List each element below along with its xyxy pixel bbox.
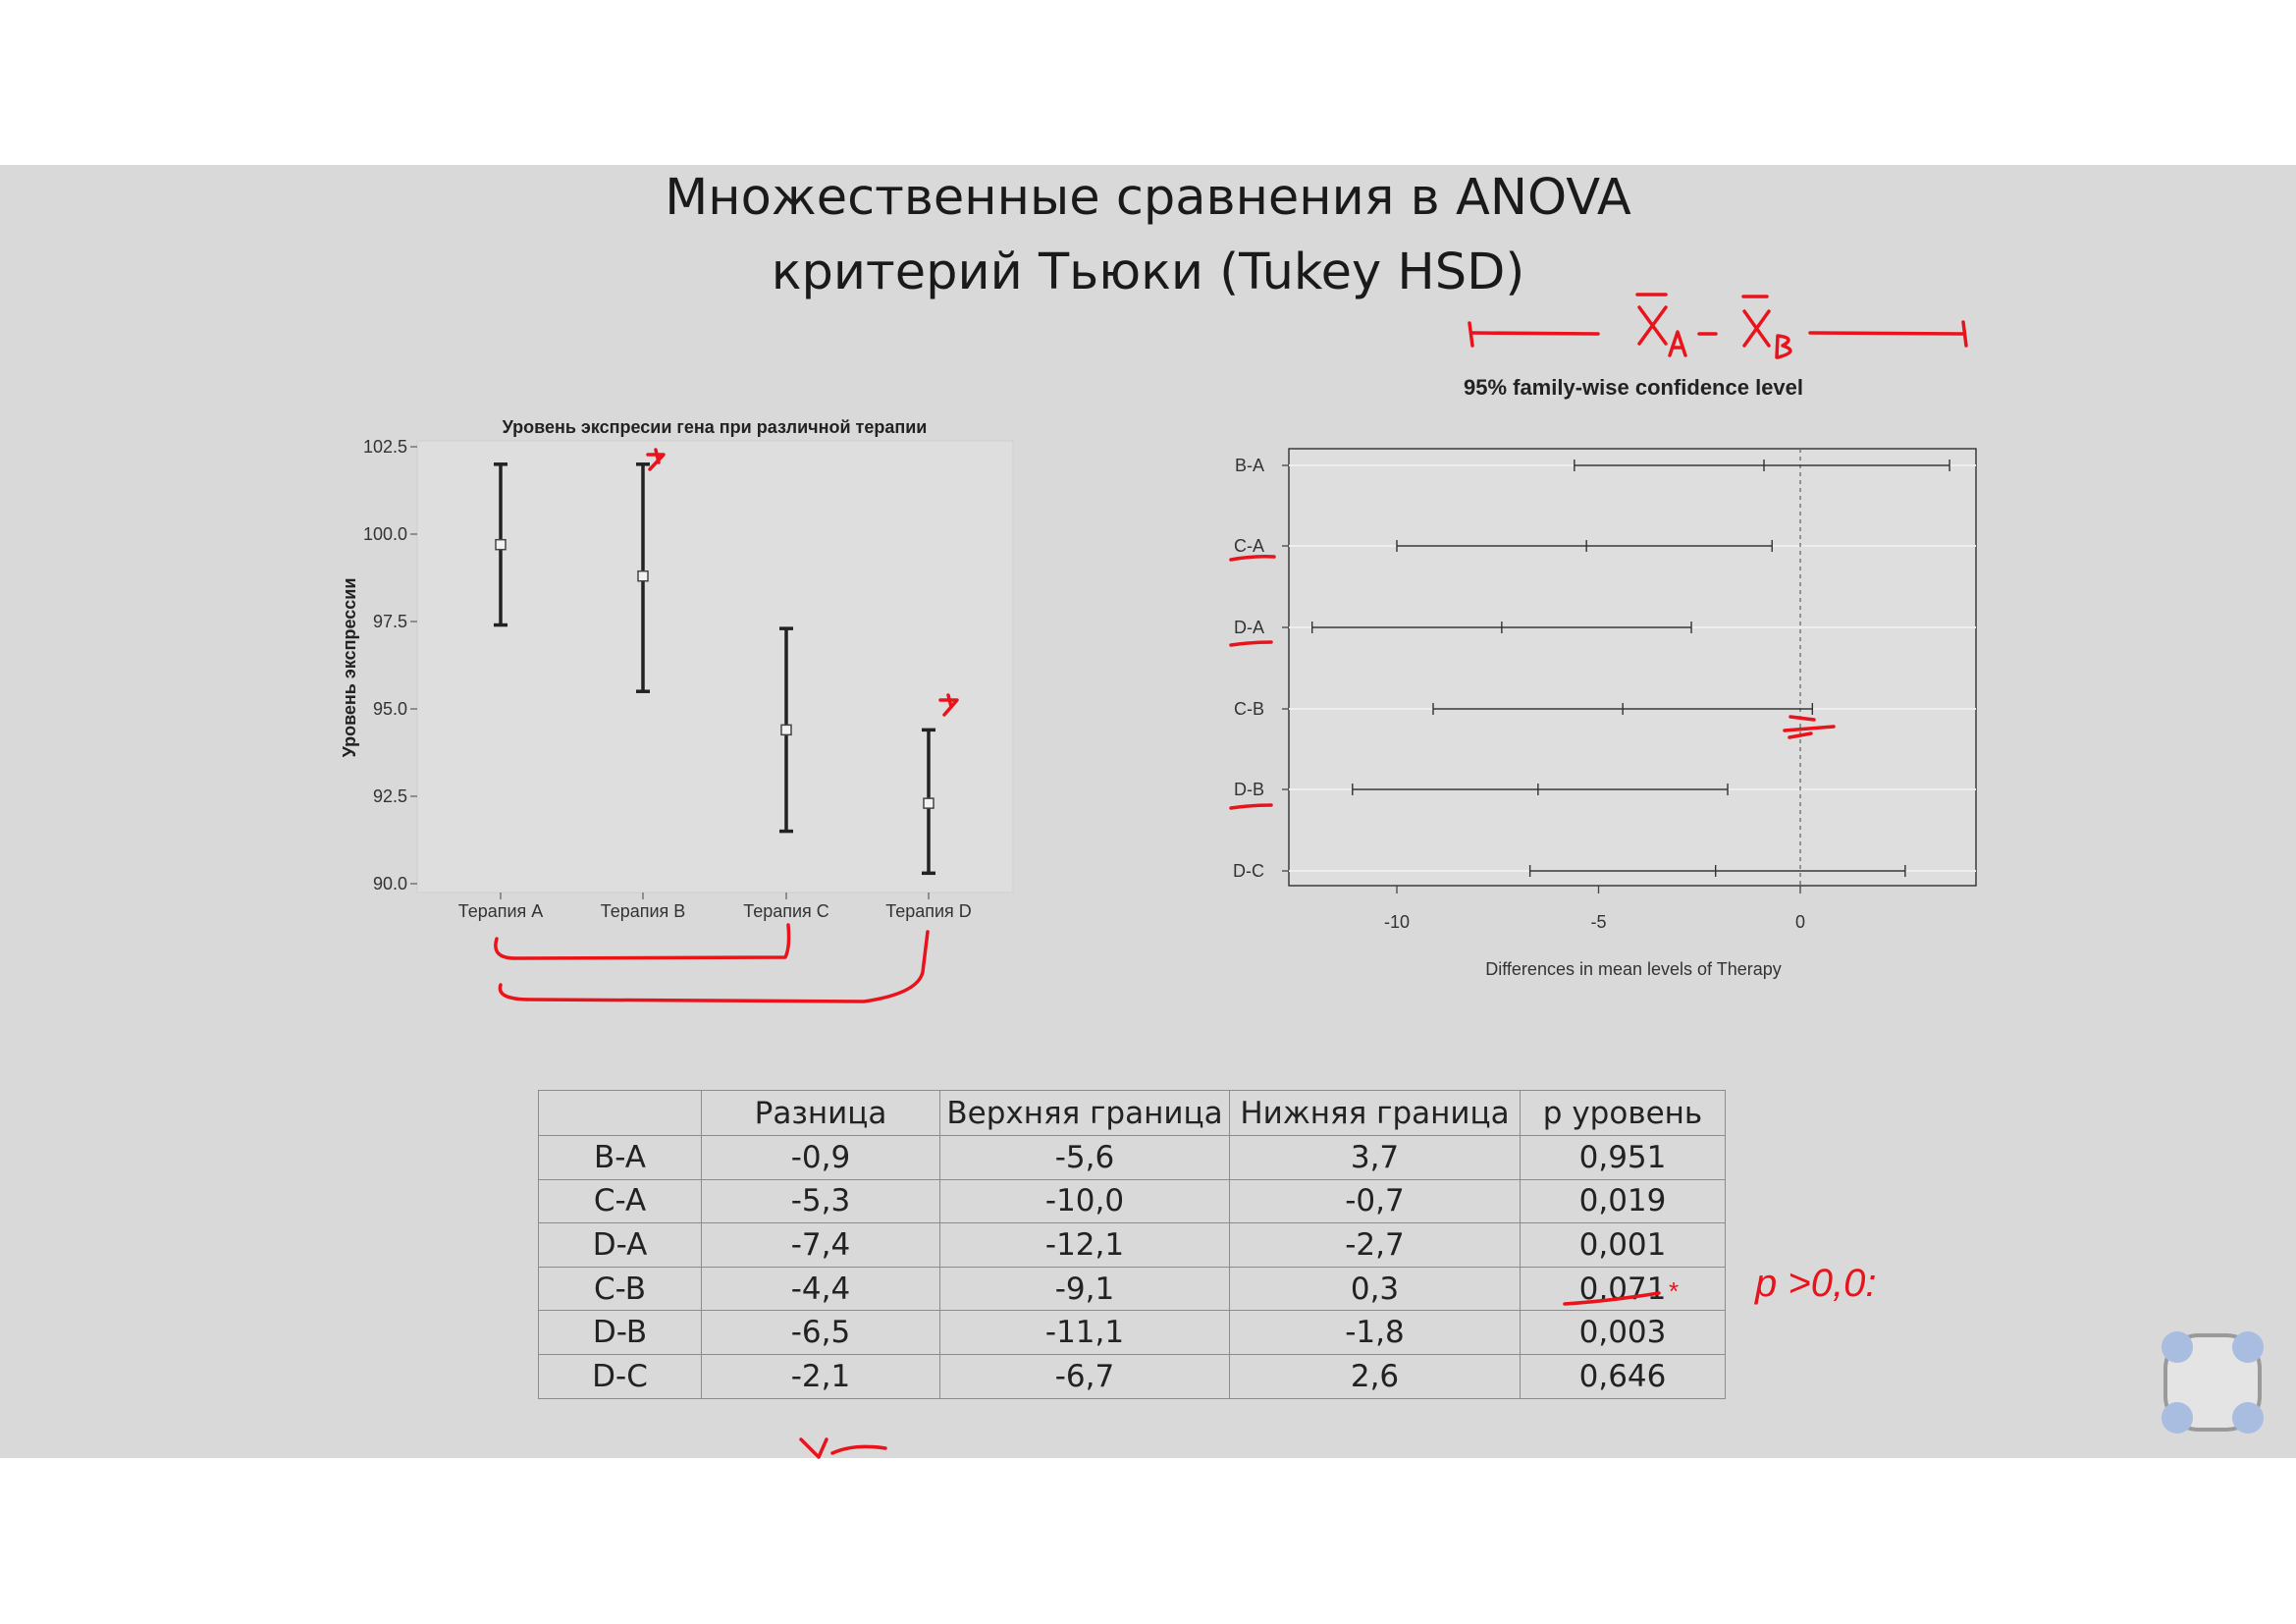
table-row: D-A -7,4 -12,1 -2,7 0,001: [538, 1222, 1726, 1268]
chart2-x-tick-label: -5: [1590, 912, 1606, 932]
chart2-y-tick-label: D-C: [1233, 861, 1264, 881]
chart2-y-tick-label: B-A: [1235, 456, 1264, 475]
chart1-y-tick-label: 102.5: [363, 437, 407, 457]
chart1-mean-point: [780, 724, 792, 736]
table-cell: -10,0: [939, 1178, 1230, 1224]
table-row: D-B -6,5 -11,1 -1,8 0,003: [538, 1310, 1726, 1355]
table-cell: 0,001: [1520, 1222, 1726, 1268]
chart1-mean-point: [923, 797, 934, 809]
table-row: D-C -2,1 -6,7 2,6 0,646: [538, 1353, 1726, 1399]
table-cell: 0,646: [1520, 1353, 1726, 1399]
chart1-y-axis-label: Уровень экспрессии: [340, 578, 359, 758]
chart1-mean-point: [495, 538, 507, 551]
table-row-label: D-A: [538, 1222, 702, 1268]
chart1-y-tick-label: 90.0: [373, 874, 407, 893]
table-row-label: B-A: [538, 1135, 702, 1180]
table-cell: -7,4: [701, 1222, 940, 1268]
table-cell: 0,003: [1520, 1310, 1726, 1355]
table-header-row: Разница Верхняя граница Нижняя граница p ур…: [538, 1090, 1726, 1136]
table-cell: -5,3: [701, 1178, 940, 1224]
chart1-mean-point: [637, 569, 649, 582]
slide-title-line-1: Множественные сравнения в ANOVA: [665, 169, 1631, 227]
table-cell: -6,7: [939, 1353, 1230, 1399]
table-cell: -12,1: [939, 1222, 1230, 1268]
chart2-x-tick-label: -10: [1384, 912, 1410, 932]
slide-title-line-2: критерий Тьюки (Tukey HSD): [771, 244, 1525, 301]
chart2-x-tick-label: 0: [1795, 912, 1805, 932]
table-cell: -0,7: [1229, 1178, 1521, 1224]
chart1-y-tick-label: 97.5: [373, 612, 407, 631]
table-row: B-A -0,9 -5,6 3,7 0,951: [538, 1135, 1726, 1180]
chart2-y-tick-label: C-B: [1234, 699, 1264, 719]
table-cell: -0,9: [701, 1135, 940, 1180]
table-header-cell: Верхняя граница: [939, 1090, 1230, 1136]
table-row: C-A -5,3 -10,0 -0,7 0,019: [538, 1178, 1726, 1224]
tukey-results-table: Разница Верхняя граница Нижняя граница p ур…: [538, 1090, 1726, 1399]
table-row-label: D-B: [538, 1310, 702, 1355]
table-header-cell: Нижняя граница: [1229, 1090, 1521, 1136]
chart1-x-tick-label: Терапия C: [743, 901, 829, 921]
table-cell: 0,071: [1520, 1266, 1726, 1312]
table-cell: -2,1: [701, 1353, 940, 1399]
chart1-plot-area: [416, 440, 1014, 893]
table-cell: -1,8: [1229, 1310, 1521, 1355]
table-cell: 3,7: [1229, 1135, 1521, 1180]
table-row: C-B -4,4 -9,1 0,3 0,071: [538, 1266, 1726, 1312]
table-header-cell: [538, 1090, 702, 1136]
chart1-x-tick-label: Терапия D: [885, 901, 972, 921]
table-row-label: D-C: [538, 1353, 702, 1399]
table-cell: 0,019: [1520, 1178, 1726, 1224]
table-row-label: C-B: [538, 1266, 702, 1312]
chart2-x-axis-label: Differences in mean levels of Therapy: [1485, 959, 1782, 979]
table-cell: -5,6: [939, 1135, 1230, 1180]
table-cell: -9,1: [939, 1266, 1230, 1312]
table-cell: -2,7: [1229, 1222, 1521, 1268]
table-row-label: C-A: [538, 1178, 702, 1224]
chart2-y-tick-label: D-B: [1234, 780, 1264, 799]
chart1-x-tick-label: Терапия A: [458, 901, 544, 921]
chart1-y-tick-label: 100.0: [363, 524, 407, 544]
chart1-y-tick-label: 92.5: [373, 786, 407, 806]
table-cell: 0,3: [1229, 1266, 1521, 1312]
chart1-title: Уровень экспресии гена при различной тер…: [503, 417, 928, 437]
chart2-plot-area: [1288, 448, 1977, 887]
table-header-cell: Разница: [701, 1090, 940, 1136]
table-cell: -4,4: [701, 1266, 940, 1312]
table-header-cell: p уровень: [1520, 1090, 1726, 1136]
chart2-y-tick-label: C-A: [1234, 536, 1264, 556]
chart2-title: 95% family-wise confidence level: [1464, 375, 1803, 400]
table-cell: 2,6: [1229, 1353, 1521, 1399]
slide-navigation-icon[interactable]: [2156, 1326, 2269, 1439]
chart2-y-tick-label: D-A: [1234, 618, 1264, 637]
table-cell: -6,5: [701, 1310, 940, 1355]
table-cell: 0,951: [1520, 1135, 1726, 1180]
chart1-x-tick-label: Терапия B: [601, 901, 686, 921]
chart1-y-tick-label: 95.0: [373, 699, 407, 719]
table-cell: -11,1: [939, 1310, 1230, 1355]
